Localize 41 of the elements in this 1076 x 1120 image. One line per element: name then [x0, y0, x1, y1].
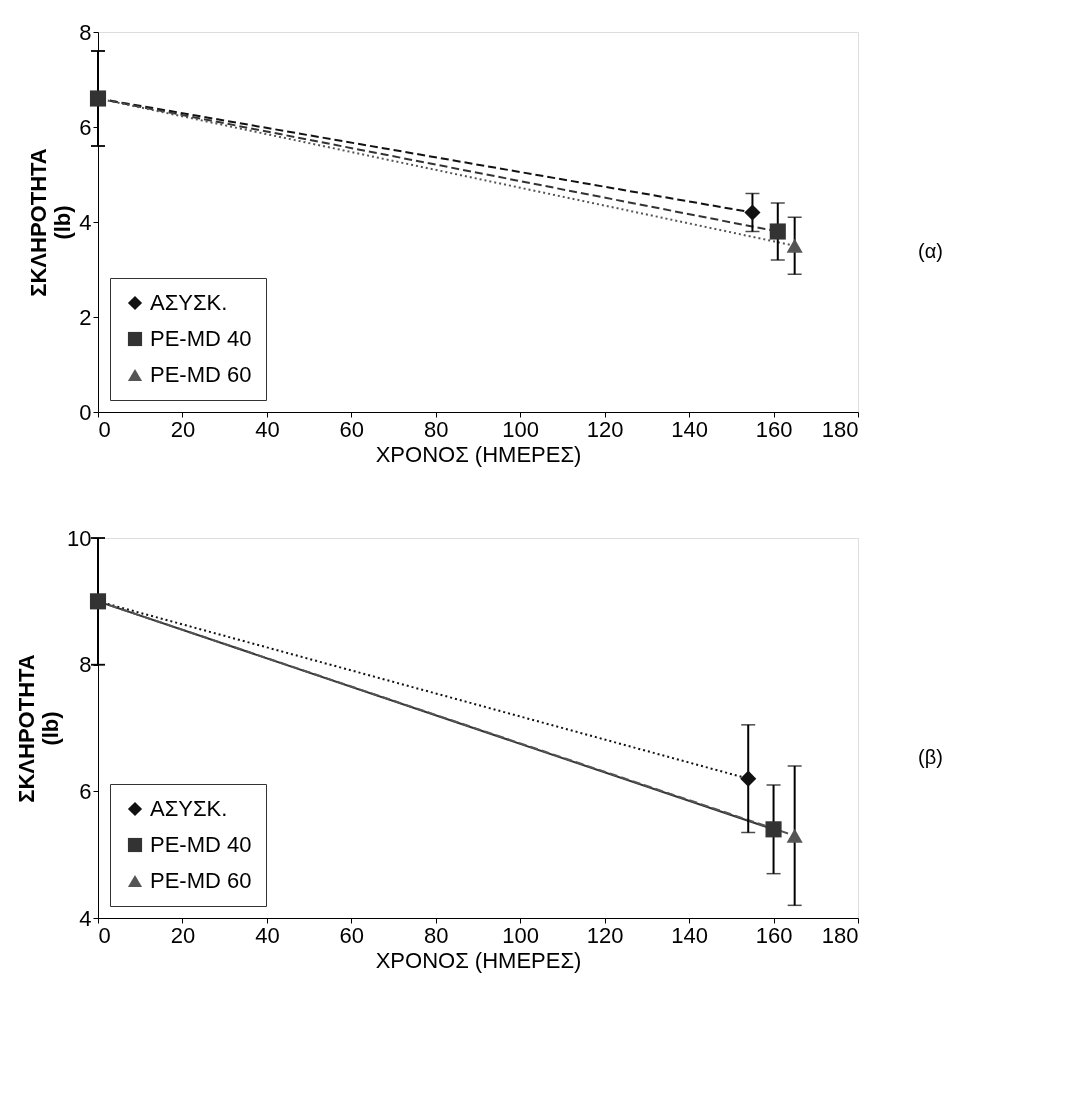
x-tick-label: 80: [424, 416, 449, 442]
x-tick-label: 180: [821, 416, 859, 442]
x-tick-label: 140: [671, 416, 708, 442]
legend-label: PE-MD 60: [150, 868, 252, 893]
x-tick-label: 100: [502, 922, 540, 948]
legend-label: ΑΣΥΣΚ.: [150, 290, 228, 315]
x-tick-label: 180: [821, 922, 859, 948]
x-tick-label: 20: [170, 922, 196, 948]
x-tick-label: 60: [339, 922, 365, 948]
y-tick-label: 6: [79, 114, 92, 140]
text: (β): [918, 746, 943, 769]
x-axis-title: ΧΡΟΝΟΣ (ΗΜΕΡΕΣ): [375, 441, 582, 467]
x-tick-label: 80: [424, 922, 449, 948]
y-tick-label: 10: [67, 525, 92, 551]
y-tick-label: 6: [79, 778, 92, 804]
x-tick-label: 100: [502, 416, 540, 442]
y-tick-label: 4: [79, 209, 92, 235]
x-tick-label: 160: [755, 922, 793, 948]
legend-label: ΑΣΥΣΚ.: [150, 796, 228, 821]
x-tick-label: 60: [339, 416, 365, 442]
x-tick-label: 120: [586, 922, 624, 948]
y-axis-title: ΣΚΛΗΡΟΤΗΤΑ (lb): [26, 148, 76, 297]
x-tick-label: 20: [170, 416, 196, 442]
y-tick-label: 2: [79, 304, 92, 330]
x-tick-label: 140: [671, 922, 708, 948]
x-tick-label: 0: [98, 922, 111, 948]
x-tick-label: 120: [586, 416, 624, 442]
x-tick-label: 160: [755, 416, 793, 442]
legend-label: PE-MD 60: [150, 362, 252, 387]
y-tick-label: 8: [79, 19, 92, 45]
x-tick-label: 0: [98, 416, 111, 442]
x-tick-label: 40: [255, 922, 280, 948]
y-tick-label: 4: [79, 905, 92, 931]
legend-label: PE-MD 40: [150, 326, 252, 351]
x-axis-title: ΧΡΟΝΟΣ (ΗΜΕΡΕΣ): [375, 947, 582, 973]
x-tick-label: 40: [255, 416, 280, 442]
y-axis-title: ΣΚΛΗΡΟΤΗΤΑ (lb): [14, 654, 64, 803]
y-tick-label: 8: [79, 652, 92, 678]
y-tick-label: 0: [79, 399, 92, 425]
text: (α): [918, 240, 943, 263]
legend-label: PE-MD 40: [150, 832, 252, 857]
